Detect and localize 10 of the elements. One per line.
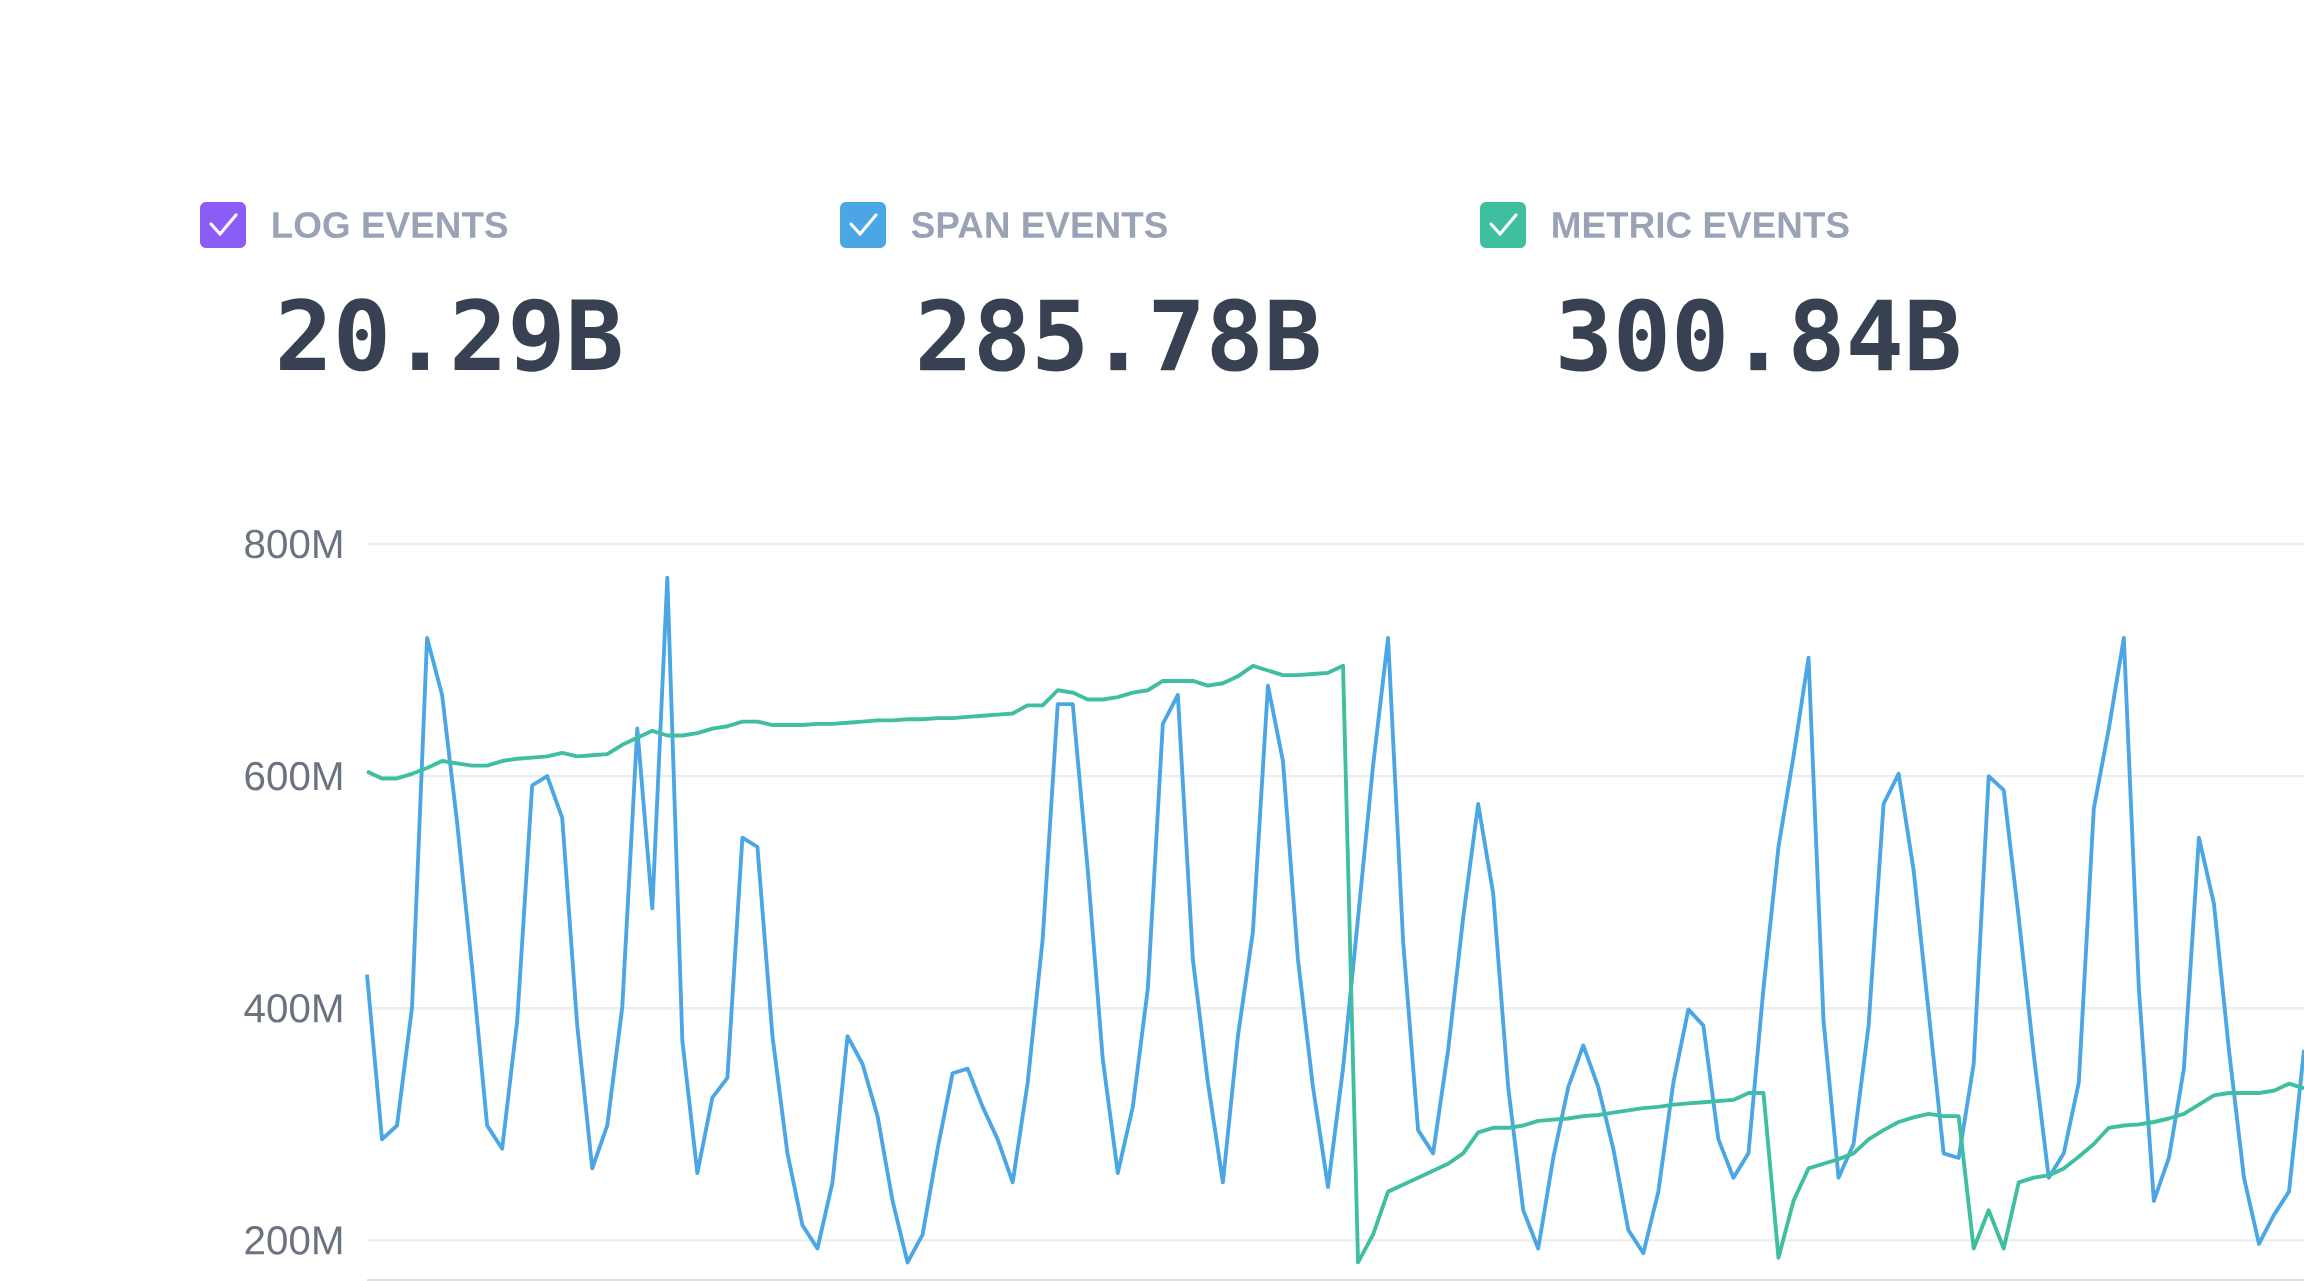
legend-label: SPAN EVENTS <box>911 211 1167 239</box>
y-tick-label: 200M <box>245 1226 342 1255</box>
text: 285.78B <box>920 298 1319 372</box>
y-tick-label: 400M <box>244 993 342 1023</box>
legend-label: LOG EVENTS <box>273 211 508 239</box>
text: 300.84B <box>1560 298 1959 372</box>
y-tick-label: 800M <box>245 529 342 559</box>
y-tick-label: 600M <box>245 761 342 791</box>
text: 20.29B <box>280 298 621 372</box>
legend-label: METRIC EVENTS <box>1553 211 1849 239</box>
